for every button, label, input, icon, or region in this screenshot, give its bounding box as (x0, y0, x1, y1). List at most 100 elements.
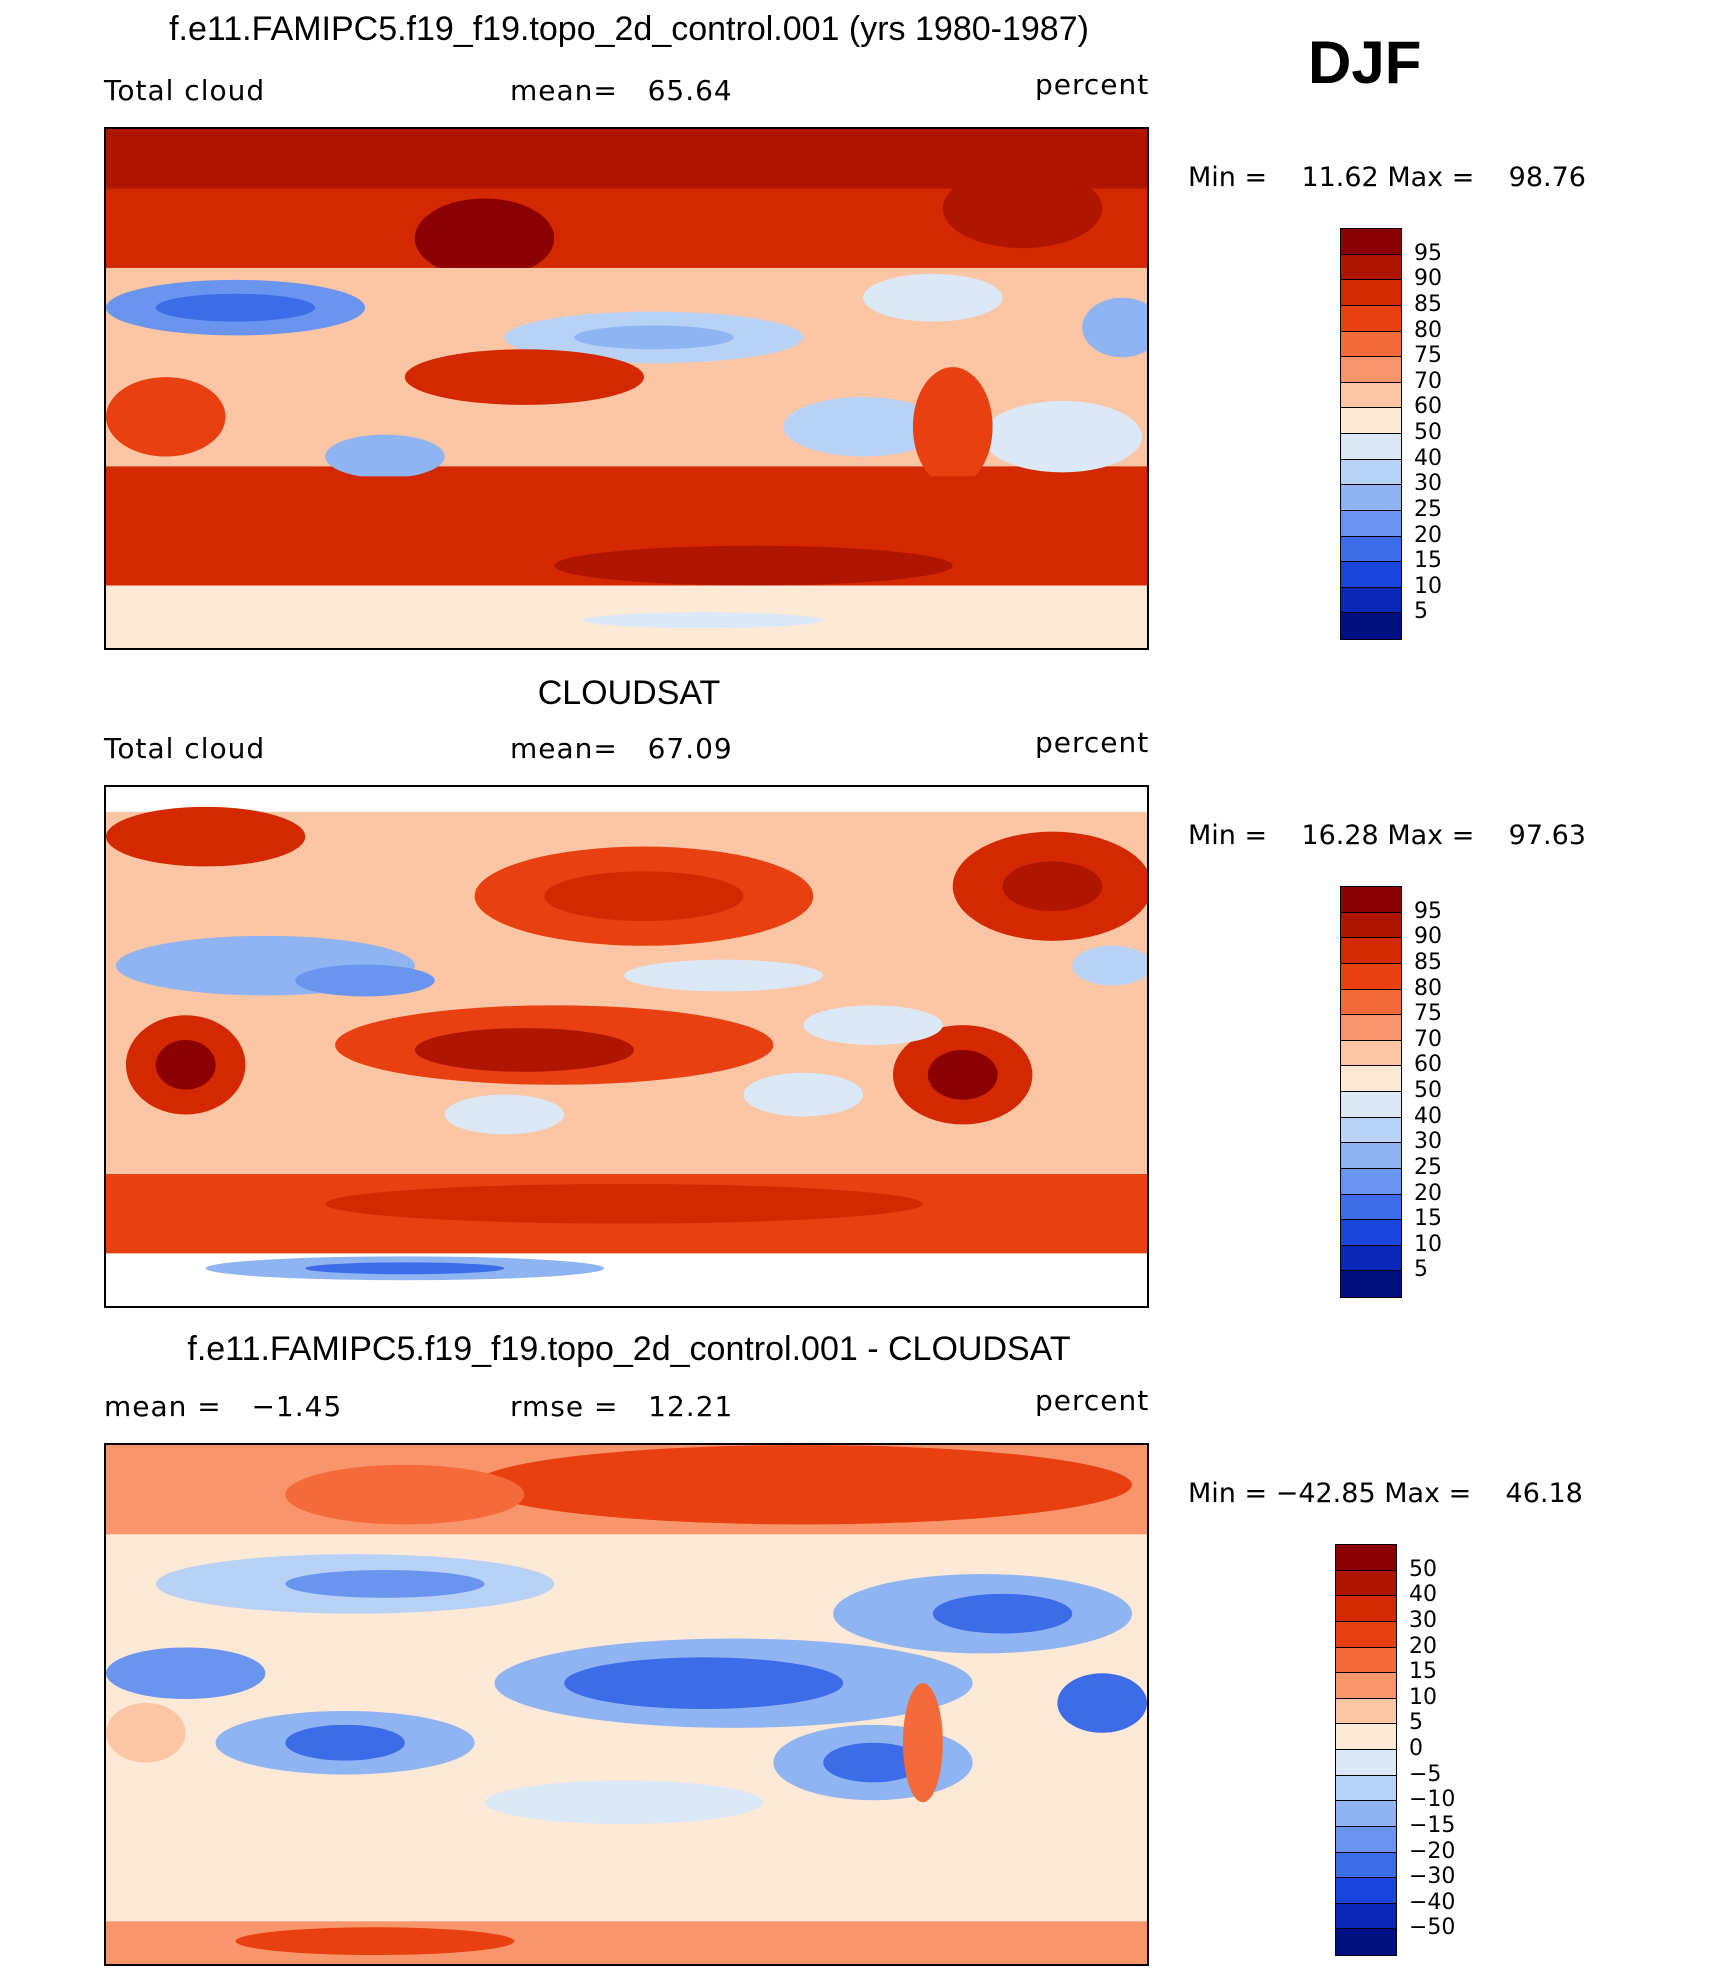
colorbar-cell (1341, 280, 1401, 306)
colorbar-tick-label: 10 (1414, 1231, 1442, 1257)
panel-3-map-svg (106, 1445, 1147, 1964)
colorbar-tick-label: −10 (1409, 1787, 1456, 1813)
colorbar-tick-label: −40 (1409, 1889, 1456, 1915)
colorbar-cell (1341, 587, 1401, 614)
colorbar-cell (1336, 1698, 1396, 1725)
panel-3-minmax: Min = −42.85 Max = 46.18 (1188, 1478, 1583, 1509)
colorbar-tick-label: 70 (1414, 1026, 1442, 1052)
colorbar-cell (1336, 1596, 1396, 1622)
colorbar-cell (1336, 1852, 1396, 1879)
colorbar-tick-label: 50 (1414, 420, 1442, 445)
colorbar-cell (1341, 1271, 1401, 1297)
colorbar-tick-label: 85 (1414, 291, 1442, 317)
colorbar-cell (1341, 1168, 1401, 1195)
colorbar-cell (1341, 459, 1401, 486)
colorbar-tick-label: 40 (1414, 445, 1442, 471)
colorbar-tick-label: −30 (1409, 1864, 1456, 1890)
colorbar-cell (1341, 912, 1401, 939)
panel-3-colorbar (1335, 1544, 1397, 1956)
colorbar-cell (1341, 1040, 1401, 1067)
colorbar-cell (1336, 1545, 1396, 1571)
colorbar-tick-label: 20 (1414, 1180, 1442, 1206)
colorbar-cell (1341, 357, 1401, 383)
colorbar-cell (1341, 1143, 1401, 1169)
colorbar-tick-label: 75 (1414, 1001, 1442, 1027)
colorbar-cell (1341, 562, 1401, 588)
colorbar-tick-label: 95 (1414, 898, 1442, 924)
colorbar-cell (1336, 1878, 1396, 1904)
panel-2-map (104, 785, 1149, 1308)
colorbar-tick-label: 20 (1414, 522, 1442, 548)
panel-3-rmse-label: rmse = 12.21 (510, 1390, 734, 1423)
colorbar-cell (1341, 485, 1401, 511)
colorbar-cell (1341, 434, 1401, 460)
panel-3-map (104, 1443, 1149, 1966)
colorbar-tick-label: 75 (1414, 343, 1442, 369)
colorbar-cell (1341, 536, 1401, 563)
panel-1-units-label: percent (1035, 68, 1150, 101)
colorbar-cell (1341, 938, 1401, 964)
colorbar-tick-label: 40 (1409, 1582, 1437, 1608)
colorbar-tick-label: 40 (1414, 1103, 1442, 1129)
colorbar-cell (1341, 1245, 1401, 1272)
colorbar-cell (1341, 305, 1401, 332)
panel-2-minmax: Min = 16.28 Max = 97.63 (1188, 820, 1586, 851)
colorbar-tick-label: 5 (1409, 1710, 1423, 1736)
panel-1-mean-label: mean= 65.64 (510, 74, 733, 107)
colorbar-tick-label: 15 (1414, 1206, 1442, 1232)
colorbar-tick-label: 50 (1409, 1556, 1437, 1582)
colorbar-tick-label: −15 (1409, 1812, 1456, 1838)
colorbar-tick-label: 80 (1414, 317, 1442, 343)
colorbar-tick-label: 5 (1414, 1257, 1428, 1283)
colorbar-cell (1341, 382, 1401, 409)
colorbar-cell (1336, 1929, 1396, 1955)
colorbar-tick-label: 20 (1409, 1633, 1437, 1659)
colorbar-tick-label: 85 (1414, 949, 1442, 975)
colorbar-cell (1341, 254, 1401, 281)
colorbar-tick-label: 50 (1414, 1078, 1442, 1103)
colorbar-cell (1341, 613, 1401, 639)
colorbar-cell (1341, 1194, 1401, 1221)
colorbar-tick-label: 30 (1409, 1607, 1437, 1633)
colorbar-cell (1341, 510, 1401, 537)
colorbar-cell (1341, 887, 1401, 913)
colorbar-tick-label: −50 (1409, 1915, 1456, 1941)
panel-3-mean-label: mean = −1.45 (104, 1390, 343, 1423)
colorbar-cell (1341, 1015, 1401, 1041)
colorbar-cell (1341, 963, 1401, 990)
colorbar-tick-label: 60 (1414, 394, 1442, 420)
colorbar-cell (1336, 1750, 1396, 1776)
colorbar-cell (1341, 229, 1401, 255)
colorbar-cell (1341, 1220, 1401, 1246)
panel-1-minmax: Min = 11.62 Max = 98.76 (1188, 162, 1586, 193)
colorbar-cell (1336, 1724, 1396, 1750)
colorbar-cell (1341, 1092, 1401, 1118)
colorbar-cell (1336, 1570, 1396, 1597)
panel-2-units-label: percent (1035, 726, 1150, 759)
colorbar-cell (1341, 331, 1401, 358)
colorbar-cell (1336, 1826, 1396, 1853)
colorbar-tick-label: 70 (1414, 368, 1442, 394)
colorbar-tick-label: 25 (1414, 496, 1442, 522)
panel-1-map (104, 127, 1149, 650)
colorbar-tick-label: 90 (1414, 266, 1442, 292)
colorbar-tick-label: 90 (1414, 924, 1442, 950)
panel-1-variable-label: Total cloud (104, 74, 266, 107)
colorbar-tick-label: 15 (1409, 1659, 1437, 1685)
colorbar-cell (1341, 1066, 1401, 1092)
colorbar-tick-label: 15 (1414, 548, 1442, 574)
colorbar-tick-label: −5 (1409, 1761, 1442, 1787)
colorbar-cell (1336, 1647, 1396, 1674)
panel-2-colorbar (1340, 886, 1402, 1298)
colorbar-tick-label: 80 (1414, 975, 1442, 1001)
panel-3-title: f.e11.FAMIPC5.f19_f19.topo_2d_control.00… (187, 1330, 1071, 1368)
colorbar-tick-label: −20 (1409, 1838, 1456, 1864)
panel-1-colorbar (1340, 228, 1402, 640)
colorbar-tick-label: 5 (1414, 599, 1428, 625)
colorbar-tick-label: 25 (1414, 1154, 1442, 1180)
panel-2-mean-label: mean= 67.09 (510, 732, 733, 765)
colorbar-cell (1341, 989, 1401, 1016)
panel-1-title: f.e11.FAMIPC5.f19_f19.topo_2d_control.00… (169, 10, 1089, 48)
panel-2-title: CLOUDSAT (537, 674, 721, 712)
colorbar-cell (1336, 1673, 1396, 1699)
